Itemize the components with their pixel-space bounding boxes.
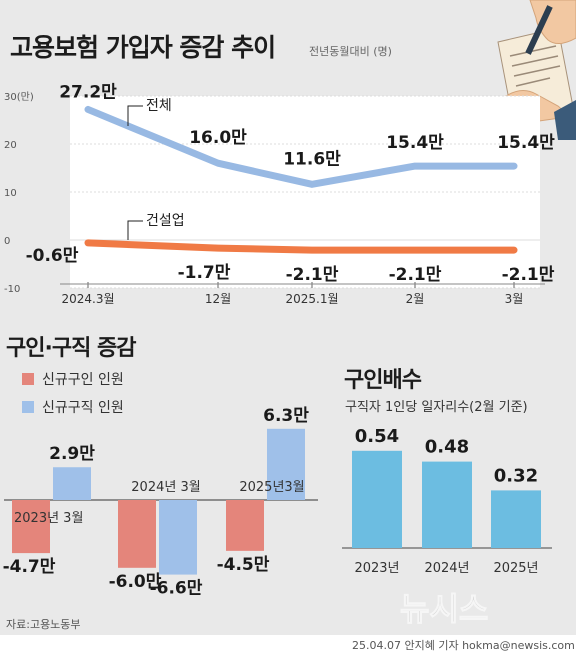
job-ratio-subtitle: 구직자 1인당 일자리수(2월 기준) <box>345 400 528 415</box>
leader-line <box>127 220 143 240</box>
plot-area <box>70 96 540 288</box>
bar-seekers <box>267 428 305 500</box>
category-label: 2024년 3월 <box>131 480 200 495</box>
bar-value-label: -6.6만 <box>150 579 203 599</box>
svg-text:뉴시스: 뉴시스 <box>400 590 488 628</box>
data-label-total: 15.4만 <box>386 133 444 153</box>
x-tick-label: 3월 <box>505 292 524 306</box>
y-tick-label: 10 <box>4 188 17 199</box>
data-label-total: 27.2만 <box>59 82 117 102</box>
y-tick-label: -10 <box>4 284 20 295</box>
job-ratio-chart-title: 구인배수 <box>344 368 422 393</box>
data-label-total: 16.0만 <box>189 128 247 148</box>
y-tick-label: 30(만) <box>4 91 34 103</box>
job-ratio-bar-chart: 0.54 2023년 0.48 2024년 0.32 2025년 <box>342 426 552 576</box>
legend-label: 신규구직 인원 <box>42 400 124 416</box>
watermark-logo: 뉴시스 <box>400 590 489 629</box>
job-bar-chart: -4.7만 2.9만 2023년 3월 -6.0만-6.6만 2024년 3월 -4.5만… <box>3 406 318 599</box>
bar-value-label: 0.32 <box>494 465 538 486</box>
data-label-construction: -1.7만 <box>178 263 231 283</box>
bar-value-label: 6.3만 <box>263 406 309 426</box>
x-tick-label: 12월 <box>205 292 231 306</box>
bar-openings <box>226 500 264 551</box>
chart-unit-note: 전년동월대비 (명) <box>309 45 392 58</box>
bar-value-label: -4.5만 <box>217 555 270 575</box>
bar-openings <box>118 500 156 568</box>
data-label-construction: -2.1만 <box>389 265 442 285</box>
category-label: 2023년 3월 <box>14 511 83 526</box>
credit-line: 25.04.07 안지혜 기자 hokma@newsis.com <box>352 639 575 652</box>
x-tick-label: 2월 <box>406 292 425 306</box>
data-label-total: 11.6만 <box>283 149 341 169</box>
series-label-construction: 건설업 <box>146 213 185 229</box>
legend-item-openings: 신규구인 인원 <box>22 369 124 389</box>
ratio-bar <box>422 461 472 548</box>
data-label-construction: -0.6만 <box>26 246 79 266</box>
job-seeking-chart-title: 구인·구직 증감 <box>6 336 136 361</box>
bar-seekers <box>53 467 91 500</box>
bar-value-label: 2.9만 <box>49 444 95 464</box>
bar-value-label: -4.7만 <box>3 557 56 577</box>
bar-openings <box>12 500 50 554</box>
legend-swatch <box>22 373 34 385</box>
page-title: 고용보험 가입자 증감 추이 <box>10 33 276 62</box>
bar-seekers <box>159 500 197 575</box>
source-note: 자료:고용노동부 <box>6 618 81 631</box>
leader-line <box>127 105 143 126</box>
category-label: 2024년 <box>424 561 469 576</box>
legend-swatch <box>22 401 34 413</box>
bar-value-label: -6.0만 <box>109 572 162 592</box>
category-label: 2025년3월 <box>239 480 304 495</box>
category-label: 2025년 <box>493 561 538 576</box>
data-label-construction: -2.1만 <box>502 265 555 285</box>
bar-value-label: 0.54 <box>355 426 399 447</box>
series-label-total: 전체 <box>146 98 172 114</box>
x-tick-label: 2025.1월 <box>285 292 338 306</box>
data-label-construction: -2.1만 <box>286 265 339 285</box>
y-tick-label: 0 <box>4 236 10 247</box>
data-label-total: 15.4만 <box>497 133 555 153</box>
y-tick-label: 20 <box>4 140 17 151</box>
ratio-bar <box>352 450 402 548</box>
legend-label: 신규구인 인원 <box>42 372 124 388</box>
bar-value-label: 0.48 <box>425 437 469 458</box>
ratio-bar <box>491 490 541 548</box>
category-label: 2023년 <box>354 561 399 576</box>
legend-item-seekers: 신규구직 인원 <box>22 397 124 417</box>
x-tick-label: 2024.3월 <box>61 292 114 306</box>
